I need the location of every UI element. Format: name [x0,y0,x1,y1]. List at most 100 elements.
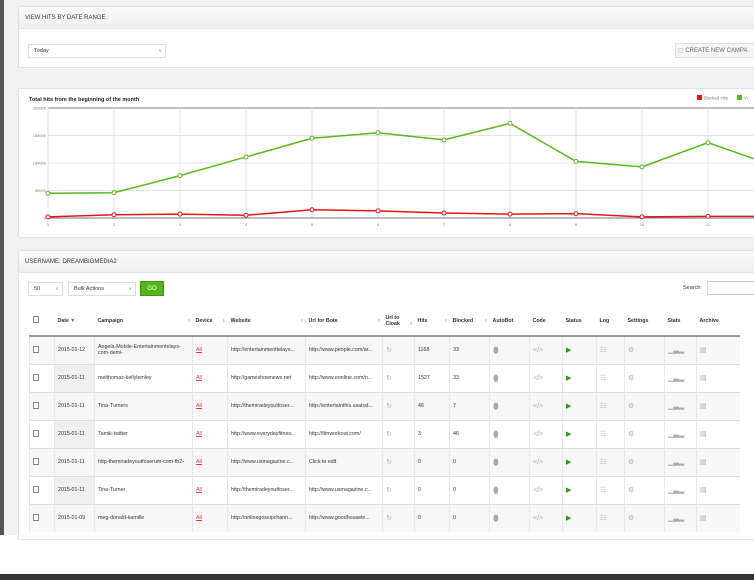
device-link[interactable]: All [196,459,202,465]
android-icon[interactable]: ⬮ [489,335,530,364]
gear-icon[interactable]: ⚙ [624,363,665,392]
play-icon[interactable]: ▶ [562,447,597,476]
stats-icon[interactable]: ▁▃▂ [664,335,697,364]
code-icon[interactable]: </> [529,335,563,364]
device-link[interactable]: All [196,487,202,493]
refresh-icon[interactable]: ↻ [382,503,415,532]
log-icon[interactable]: ☷ [596,475,625,504]
code-icon[interactable]: </> [529,503,563,532]
stats-icon[interactable]: ▁▃▂ [664,419,697,448]
stats-icon[interactable]: ▁▃▂ [664,447,697,476]
column-header[interactable]: Url for Bots ⇕ [305,306,383,337]
website-cell[interactable]: http://gameshownews.net [227,363,306,392]
stats-icon[interactable]: ▁▃▂ [664,391,697,420]
archive-icon[interactable]: ▤ [696,503,740,532]
device-cell[interactable]: All [192,335,228,364]
gear-icon[interactable]: ⚙ [624,447,665,476]
url-for-bots-cell[interactable]: http://www.people.com/ar... [305,335,383,364]
device-cell[interactable]: All [192,475,228,504]
android-icon[interactable]: ⬮ [489,475,530,504]
row-checkbox[interactable] [33,485,39,493]
device-cell[interactable]: All [192,419,228,448]
device-link[interactable]: All [196,515,202,522]
row-checkbox-cell[interactable] [29,475,55,504]
archive-icon[interactable]: ▤ [696,335,740,364]
column-header[interactable]: Stats [664,306,697,337]
website-cell[interactable]: http://www.usmagazine.c... [227,447,306,476]
gear-icon[interactable]: ⚙ [624,419,665,448]
gear-icon[interactable]: ⚙ [624,475,665,504]
play-icon[interactable]: ▶ [562,475,597,504]
refresh-icon[interactable]: ↻ [382,391,415,420]
gear-icon[interactable]: ⚙ [624,391,665,420]
code-icon[interactable]: </> [529,447,563,476]
url-for-bots-cell[interactable]: http://entertainthis.usatod... [305,391,383,420]
url-for-bots-cell[interactable]: Click to edit [305,447,383,476]
row-checkbox[interactable] [33,345,39,353]
select-all-checkbox-cell[interactable] [29,306,55,337]
gear-icon[interactable]: ⚙ [624,503,665,532]
row-checkbox[interactable] [33,457,39,465]
device-link[interactable]: All [196,375,202,381]
android-icon[interactable]: ⬮ [489,419,530,448]
refresh-icon[interactable]: ↻ [382,447,415,476]
code-icon[interactable]: </> [529,391,563,420]
date-range-select[interactable]: Today ∨ [28,44,166,58]
column-header[interactable]: Campaign ⇕ [94,306,193,337]
row-checkbox-cell[interactable] [29,363,55,392]
log-icon[interactable]: ☷ [596,419,625,448]
refresh-icon[interactable]: ↻ [382,475,415,504]
android-icon[interactable]: ⬮ [489,391,530,420]
archive-icon[interactable]: ▤ [696,391,740,420]
column-header[interactable]: Hits ⇕ [414,306,450,337]
website-cell[interactable]: http://themiradeyoutfoser... [227,475,306,504]
bulk-actions-select[interactable]: Bulk Actions ∨ [68,282,136,296]
column-header[interactable]: Blocked ⇕ [449,306,490,337]
row-checkbox-cell[interactable] [29,447,55,476]
gear-icon[interactable]: ⚙ [624,335,665,364]
play-icon[interactable]: ▶ [562,391,597,420]
stats-icon[interactable]: ▁▃▂ [664,363,697,392]
device-cell[interactable]: All [192,503,228,532]
android-icon[interactable]: ⬮ [489,447,530,476]
column-header[interactable]: Website ⇕ [227,306,306,337]
device-cell[interactable]: All [192,363,228,392]
column-header[interactable]: Archive [696,306,740,337]
log-icon[interactable]: ☷ [596,391,625,420]
column-header[interactable]: AutoBot [489,306,530,337]
refresh-icon[interactable]: ↻ [382,335,415,364]
play-icon[interactable]: ▶ [562,503,597,532]
device-link[interactable]: All [196,347,202,354]
refresh-icon[interactable]: ↻ [382,363,415,392]
code-icon[interactable]: </> [529,475,563,504]
log-icon[interactable]: ☷ [596,335,625,364]
row-checkbox[interactable] [33,401,39,409]
play-icon[interactable]: ▶ [562,419,597,448]
select-all-checkbox[interactable] [32,316,39,323]
archive-icon[interactable]: ▤ [696,419,740,448]
create-new-campaign-button[interactable]: ▢ CREATE NEW CAMPA [675,43,754,58]
archive-icon[interactable]: ▤ [696,475,740,504]
column-header[interactable]: Log [596,306,625,337]
log-icon[interactable]: ☷ [596,503,625,532]
refresh-icon[interactable]: ↻ [382,419,415,448]
device-link[interactable]: All [196,431,202,437]
column-header[interactable]: Status [562,306,597,337]
play-icon[interactable]: ▶ [562,335,597,364]
device-cell[interactable]: All [192,447,228,476]
log-icon[interactable]: ☷ [596,447,625,476]
row-checkbox-cell[interactable] [29,419,55,448]
column-header[interactable]: Device ⇕ [192,306,228,337]
code-icon[interactable]: </> [529,363,563,392]
url-for-bots-cell[interactable]: http://www.goodhousele... [305,503,383,532]
column-header[interactable]: Date ▼ [54,306,95,337]
play-icon[interactable]: ▶ [562,363,597,392]
archive-icon[interactable]: ▤ [696,447,740,476]
archive-icon[interactable]: ▤ [696,363,740,392]
device-link[interactable]: All [196,403,202,409]
go-button[interactable]: GO [140,281,164,296]
code-icon[interactable]: </> [529,419,563,448]
page-size-select[interactable]: 50 ∨ [28,282,63,296]
website-cell[interactable]: http://onlinegossipchann... [227,503,306,532]
row-checkbox[interactable] [33,429,39,437]
